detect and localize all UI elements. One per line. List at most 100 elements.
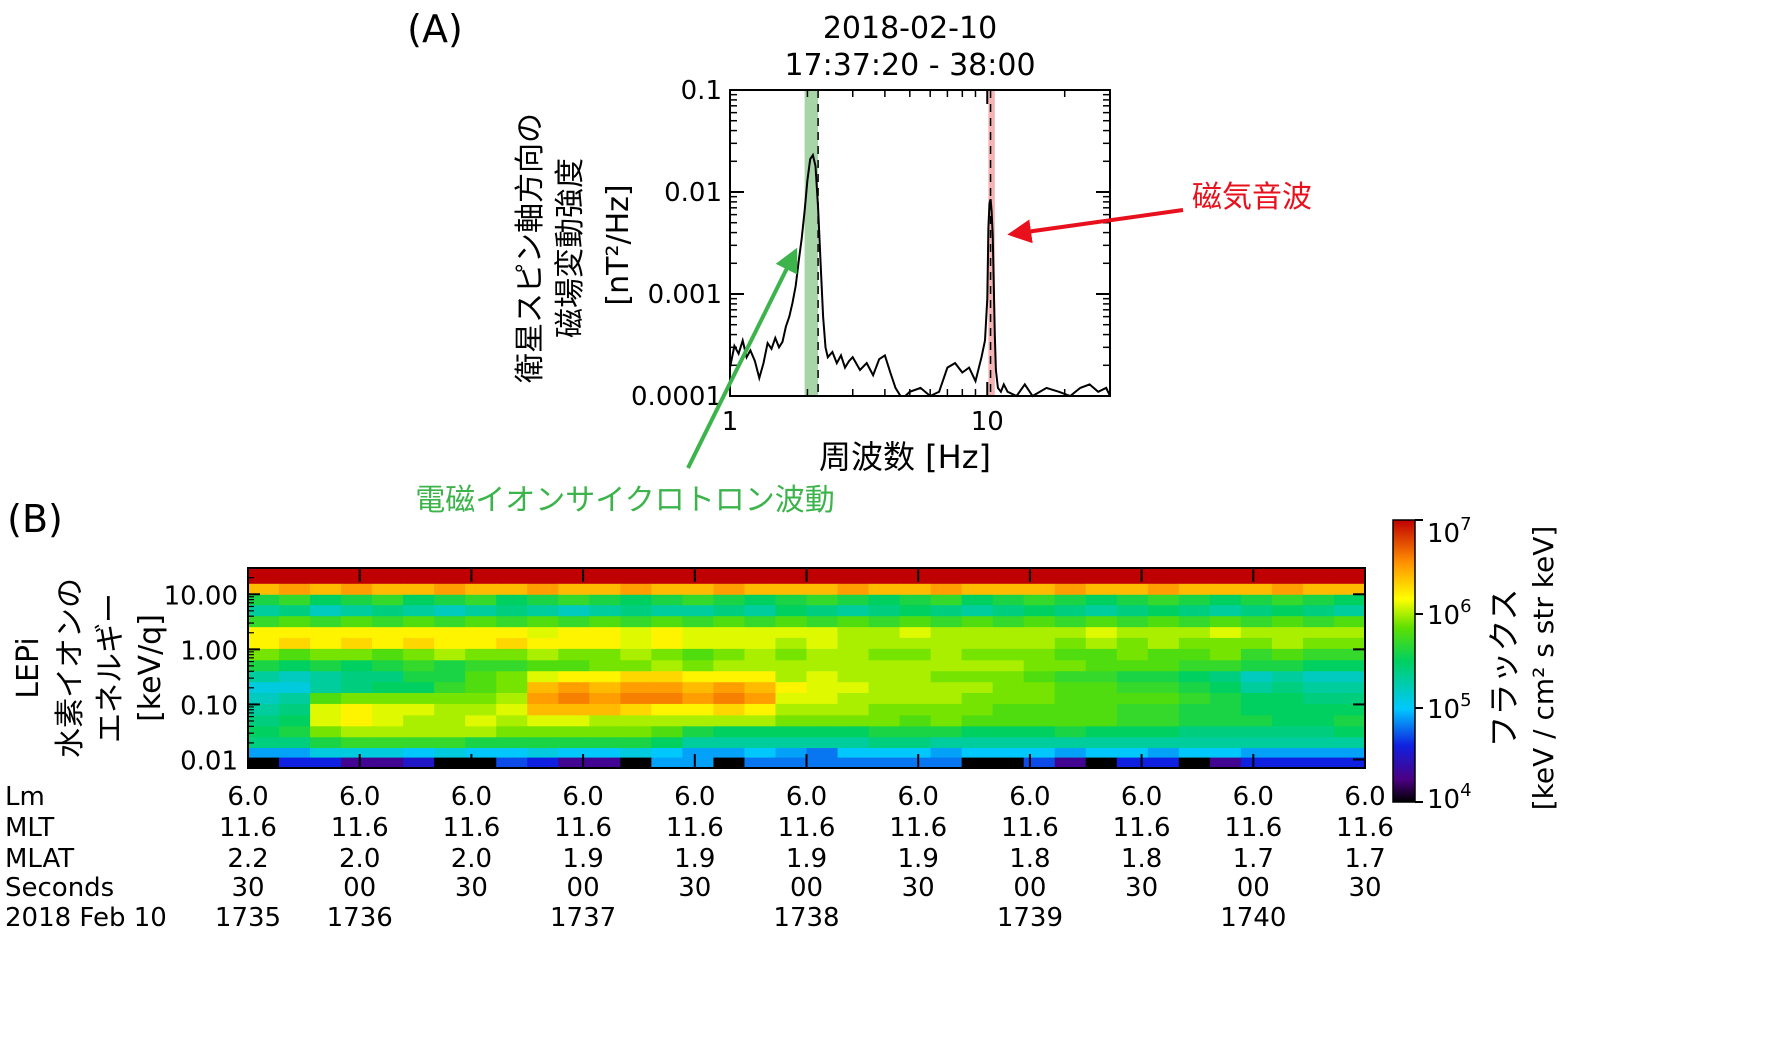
spectrogram-cell <box>465 616 497 628</box>
spectrogram-cell <box>1085 616 1118 628</box>
x-tick-label: 1 <box>722 407 739 437</box>
spectrogram-cell <box>961 682 994 694</box>
spectrogram-cell <box>775 637 808 650</box>
spectrogram-cell <box>558 682 590 694</box>
spectrogram-cell <box>1178 605 1211 617</box>
spectrogram-cell <box>837 671 870 683</box>
spectrogram-cell <box>403 627 435 639</box>
spectrogram-cell <box>837 748 870 759</box>
spectrogram-cell <box>589 671 621 683</box>
spectrogram-cell <box>961 692 994 705</box>
spectrogram-cell <box>930 660 963 672</box>
spectrogram-cell <box>465 715 497 727</box>
spectrogram-cell <box>713 594 746 606</box>
spectrogram-cell <box>713 616 746 628</box>
spectrogram-cell <box>961 726 994 738</box>
panel-a-ylabel: 衛星スピン軸方向の 磁場変動強度 [nT²/Hz] <box>513 113 636 383</box>
spectrogram-cell <box>434 583 466 596</box>
spectrogram-cell <box>1023 594 1056 606</box>
spectrogram-cell <box>527 627 559 639</box>
spectrogram-cell <box>992 568 1025 585</box>
spectrogram-cell <box>868 637 901 650</box>
spectrogram-cell <box>1023 660 1056 672</box>
magnetosonic-wave-annotation: 磁気音波 <box>1192 180 1312 215</box>
spectrogram-cell <box>1116 660 1149 672</box>
spectrogram-cell <box>806 748 839 759</box>
spectrogram-cell <box>341 715 373 727</box>
spectrogram-cell <box>1333 757 1366 769</box>
spectrogram-cell <box>682 583 715 596</box>
spectrogram-cell <box>1178 648 1211 661</box>
spectrogram-cell <box>1271 583 1304 596</box>
spectrogram-cell <box>372 583 404 596</box>
spectrogram-cell <box>248 737 280 749</box>
spectrogram-cell <box>837 648 870 661</box>
spectrogram-cell <box>279 648 311 661</box>
spectrogram-cell <box>682 703 715 716</box>
spectrogram-cell <box>651 605 683 617</box>
spectrogram-cell <box>248 637 280 650</box>
spectrogram-cell <box>775 594 808 606</box>
spectrogram-cell <box>682 692 715 705</box>
spectrogram-cell <box>248 748 280 759</box>
spectrogram-cell <box>341 594 373 606</box>
spectrogram-cell <box>806 737 839 749</box>
spectrogram-cell <box>1178 757 1211 769</box>
y-tick-label: 0.01 <box>664 178 722 208</box>
spectrogram-cell <box>1023 726 1056 738</box>
spectrogram-cell <box>1085 637 1118 650</box>
spectrogram-cell <box>961 605 994 617</box>
spectrogram-cell <box>930 637 963 650</box>
spectrogram-cell <box>868 660 901 672</box>
spectrogram-cell <box>1147 616 1180 628</box>
spectrogram-cell <box>1023 671 1056 683</box>
ephemeris-hhmm-value: 1738 <box>773 903 839 933</box>
spectrogram-cell <box>1333 616 1366 628</box>
spectrogram-cell <box>434 648 466 661</box>
spectrogram-cell <box>1023 637 1056 650</box>
spectrogram-cell <box>992 616 1025 628</box>
spectrogram-cell <box>465 627 497 639</box>
ephemeris-row-label: MLT <box>5 813 54 843</box>
spectrogram-cell <box>341 682 373 694</box>
spectrogram-cell <box>465 605 497 617</box>
spectrogram-cell <box>496 757 528 769</box>
spectrogram-cell <box>744 594 777 606</box>
spectrogram-cell <box>434 627 466 639</box>
x-tick-label: 10 <box>971 407 1004 437</box>
spectrogram-cell <box>496 703 528 716</box>
spectrogram-cell <box>1085 660 1118 672</box>
spectrogram-cell <box>496 726 528 738</box>
spectrogram-cell <box>1240 648 1273 661</box>
spectrogram-cell <box>1209 583 1242 596</box>
spectrogram-cell <box>744 568 777 585</box>
spectrogram-cell <box>651 703 683 716</box>
spectrogram-cell <box>341 726 373 738</box>
spectrogram-cell <box>899 737 932 749</box>
ephemeris-row-label: MLAT <box>5 844 74 874</box>
spectrogram-cell <box>1054 726 1087 738</box>
spectrogram-cell <box>992 692 1025 705</box>
spectrogram-cell <box>341 637 373 650</box>
spectrogram-cell <box>558 715 590 727</box>
spectrogram-cell <box>837 682 870 694</box>
spectrogram-cell <box>1271 726 1304 738</box>
spectrogram-cell <box>1116 671 1149 683</box>
emic-wave-arrow <box>686 247 798 469</box>
ephemeris-lm-value: 6.0 <box>1009 782 1050 812</box>
spectrogram-cell <box>279 737 311 749</box>
spectrogram-cell <box>1209 627 1242 639</box>
spectrogram-cell <box>372 671 404 683</box>
spectrogram-cell <box>682 660 715 672</box>
spectrogram-cell <box>1271 637 1304 650</box>
spectrogram-cell <box>744 748 777 759</box>
spectrogram-cell <box>1178 594 1211 606</box>
spectrogram-cell <box>1147 605 1180 617</box>
spectrogram-cell <box>1054 757 1087 769</box>
spectrogram-cell <box>1054 648 1087 661</box>
spectrogram-cell <box>1333 703 1366 716</box>
spectrogram-cell <box>1178 616 1211 628</box>
spectrogram-cell <box>527 568 559 585</box>
spectrogram-cell <box>1054 703 1087 716</box>
